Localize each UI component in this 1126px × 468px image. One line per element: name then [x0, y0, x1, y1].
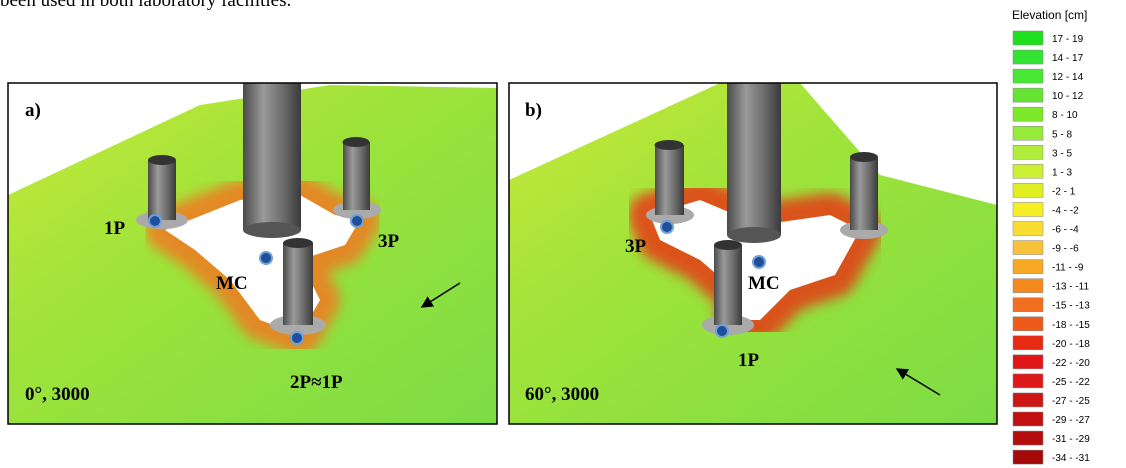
legend-swatch	[1012, 126, 1044, 141]
legend-swatch	[1012, 259, 1044, 274]
legend-swatch	[1012, 316, 1044, 331]
legend-label: 14 - 17	[1052, 53, 1084, 64]
legend-swatch	[1012, 183, 1044, 198]
legend-swatch	[1012, 221, 1044, 236]
panel-caption: 60°, 3000	[525, 384, 599, 405]
legend-label: -29 - -27	[1052, 415, 1090, 426]
legend-label: -4 - -2	[1052, 205, 1079, 216]
legend-label: 3 - 5	[1052, 148, 1072, 159]
legend-swatch	[1012, 430, 1044, 446]
legend-swatch	[1012, 449, 1044, 465]
legend-swatch	[1012, 240, 1044, 255]
legend-swatch	[1012, 145, 1044, 160]
legend-swatch	[1012, 30, 1044, 46]
panel-label: a)	[25, 100, 41, 121]
pile-label: 3P	[625, 236, 647, 257]
legend-label: -20 - -18	[1052, 339, 1090, 350]
pile-label: 2P≈1P	[290, 372, 343, 393]
legend-swatch	[1012, 354, 1044, 370]
legend-swatch	[1012, 297, 1044, 312]
legend-swatch	[1012, 278, 1044, 293]
legend-label: 8 - 10	[1052, 110, 1078, 121]
legend-label: 12 - 14	[1052, 72, 1084, 83]
legend-label: 5 - 8	[1052, 129, 1072, 140]
legend-swatch	[1012, 335, 1044, 351]
legend-label: 10 - 12	[1052, 91, 1084, 102]
legend-swatch	[1012, 68, 1044, 84]
legend-title: Elevation [cm]	[1012, 8, 1087, 22]
pile-label: 3P	[378, 231, 400, 252]
pile-label: MC	[748, 273, 780, 294]
legend-label: 1 - 3	[1052, 167, 1072, 178]
pile-label: 1P	[738, 350, 760, 371]
legend-swatch	[1012, 87, 1044, 103]
legend-label: -27 - -25	[1052, 396, 1090, 407]
legend-label: -13 - -11	[1052, 282, 1089, 293]
legend-swatch	[1012, 392, 1044, 408]
panel-b-image	[508, 82, 998, 425]
legend-label: -6 - -4	[1052, 225, 1079, 236]
pile-label: 1P	[104, 218, 126, 239]
legend-label: -2 - 1	[1052, 186, 1076, 197]
legend-label: -31 - -29	[1052, 434, 1090, 445]
panel-caption: 0°, 3000	[25, 384, 90, 405]
body-text: been used in both laboratory facilities.	[0, 0, 291, 11]
legend-swatch	[1012, 164, 1044, 179]
legend-label: -18 - -15	[1052, 320, 1090, 331]
legend-label: -34 - -31	[1052, 453, 1090, 464]
legend-label: -15 - -13	[1052, 301, 1090, 312]
legend-label: -9 - -6	[1052, 244, 1079, 255]
legend-swatch	[1012, 49, 1044, 65]
legend-label: -25 - -22	[1052, 377, 1090, 388]
legend-label: 17 - 19	[1052, 34, 1084, 45]
legend-swatch	[1012, 106, 1044, 122]
legend-swatch	[1012, 373, 1044, 389]
legend-swatch	[1012, 202, 1044, 217]
legend-label: -22 - -20	[1052, 358, 1090, 369]
panel-a-image	[7, 82, 498, 425]
pile-label: MC	[216, 273, 248, 294]
legend-swatch	[1012, 411, 1044, 427]
panel-label: b)	[525, 100, 542, 121]
legend-label: -11 - -9	[1052, 263, 1084, 274]
